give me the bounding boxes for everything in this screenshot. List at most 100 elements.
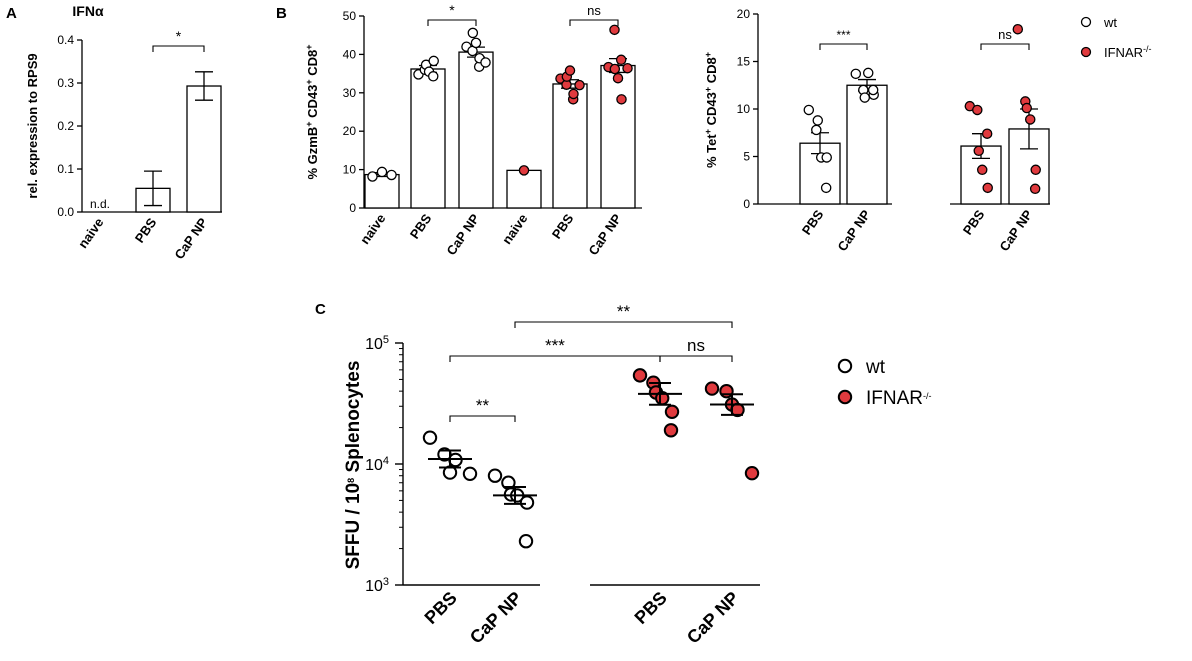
data-point-d-0 (422, 430, 438, 445)
x-tick-label-c: PBS (960, 207, 988, 238)
bar-b-1 (410, 68, 446, 209)
superscript: -/- (923, 391, 932, 401)
data-point-c-2 (976, 164, 988, 176)
label-part: % Tet (704, 134, 719, 168)
sig-d3-bracket (659, 355, 733, 362)
superscript: + (304, 44, 314, 49)
data-point-b-0 (386, 169, 397, 181)
chart-title-a: IFNα (72, 3, 104, 19)
data-point-c-2 (973, 145, 985, 157)
y-tick-label-c: 10 (737, 102, 751, 116)
superscript: + (703, 129, 713, 134)
y-tick-label-a: 0.0 (57, 205, 74, 219)
data-point-d-3 (744, 465, 760, 481)
bar-b-5 (600, 64, 636, 209)
tick-exponent: 4 (383, 455, 389, 467)
data-point-b-4 (568, 88, 579, 100)
data-point-b-4 (564, 65, 576, 76)
sig-b1-bracket (427, 19, 477, 26)
superscript: + (304, 122, 314, 127)
x-tick-label-d: CaP NP (683, 588, 743, 648)
tick-base: 10 (365, 457, 383, 474)
x-tick-label-a: CaP NP (171, 215, 210, 262)
bar-b-2 (458, 51, 494, 209)
y-tick-label-b: 20 (343, 124, 357, 138)
data-point-c-2 (972, 104, 983, 116)
x-tick-label-d: PBS (421, 588, 461, 628)
sig-d1-bracket (449, 415, 516, 422)
bar-b-4 (552, 83, 588, 209)
bar-a-2 (186, 85, 222, 213)
data-point-b-1 (427, 71, 439, 82)
data-point-c-2 (981, 128, 993, 139)
sig-a-label: * (176, 28, 182, 44)
panel-label-b: B (276, 5, 287, 22)
y-axis-label-d: SFFU / 108 Splenocytes (343, 361, 364, 570)
label-part: Splenocytes (343, 361, 364, 478)
x-tick-label-d: CaP NP (466, 588, 526, 648)
sig-b2-label: ns (587, 3, 601, 18)
data-point-b-3 (518, 165, 530, 176)
legend-marker-wt-d (837, 358, 853, 374)
x-tick-label-c: PBS (799, 207, 827, 238)
y-axis-label-a: rel. expression to RPS9 (25, 53, 40, 198)
y-tick-label-b: 10 (343, 163, 357, 177)
label-part: CD8 (704, 57, 719, 87)
data-point-c-1 (859, 92, 871, 103)
data-point-d-2 (664, 404, 680, 420)
sig-c1-label: *** (836, 28, 850, 42)
data-point-c-1 (867, 84, 879, 96)
sig-d4-label: ** (617, 302, 631, 321)
data-point-c-3 (1030, 164, 1041, 176)
sig-d2-bracket (449, 355, 661, 362)
bar-b-3 (506, 169, 542, 209)
label-part: % GzmB (305, 127, 320, 180)
y-tick-label-a: 0.4 (57, 33, 74, 47)
label-part: CD8 (305, 50, 320, 80)
data-point-d-1 (487, 468, 503, 483)
y-tick-label-b: 50 (343, 9, 357, 23)
y-tick-label-c: 15 (737, 55, 751, 69)
tick-base: 10 (365, 336, 383, 353)
sig-c1-bracket (819, 43, 868, 50)
y-tick-label-b: 0 (349, 201, 356, 215)
data-point-b-5 (612, 72, 624, 84)
x-tick-label-d: PBS (631, 588, 671, 628)
data-point-c-3 (1029, 183, 1041, 195)
label-part: CD43 (704, 92, 719, 129)
data-point-b-5 (622, 62, 633, 74)
data-point-b-5 (609, 63, 621, 75)
sig-b2-bracket (569, 19, 619, 26)
data-point-d-2 (632, 368, 648, 383)
data-point-d-3 (719, 383, 734, 399)
tick-exponent: 5 (383, 334, 389, 346)
y-tick-label-d: 105 (365, 334, 389, 353)
data-point-b-0 (376, 166, 388, 178)
data-point-d-1 (518, 534, 534, 549)
data-point-b-5 (616, 94, 627, 105)
label-part: SFFU / 10 (343, 483, 364, 570)
y-axis-label-b2: % Tet+ CD43+ CD8+ (703, 52, 719, 168)
superscript: -/- (1143, 44, 1152, 54)
superscript: + (304, 79, 314, 84)
legend-label-wt: wt (1103, 15, 1117, 30)
data-point-d-1 (519, 495, 535, 510)
sig-d3-label: ns (687, 336, 705, 355)
legend-label-ifnar: IFNAR-/- (1104, 44, 1152, 60)
data-point-c-0 (812, 115, 824, 126)
data-point-b-2 (480, 57, 491, 68)
legend-label-ifnar-d: IFNAR-/- (866, 388, 932, 409)
x-tick-label-b: PBS (407, 211, 435, 242)
superscript: + (703, 87, 713, 92)
data-point-c-0 (811, 124, 822, 136)
data-point-b-4 (574, 79, 585, 91)
bar-c-3 (1008, 128, 1050, 205)
data-point-b-2 (470, 37, 482, 49)
legend-marker-ifnar (1080, 46, 1092, 58)
data-point-d-0 (462, 466, 478, 481)
y-axis-label-b: % GzmB+ CD43+ CD8+ (304, 44, 320, 179)
data-point-d-3 (704, 381, 720, 396)
y-tick-label-b: 40 (343, 47, 357, 61)
panel-label-c: C (315, 301, 326, 318)
